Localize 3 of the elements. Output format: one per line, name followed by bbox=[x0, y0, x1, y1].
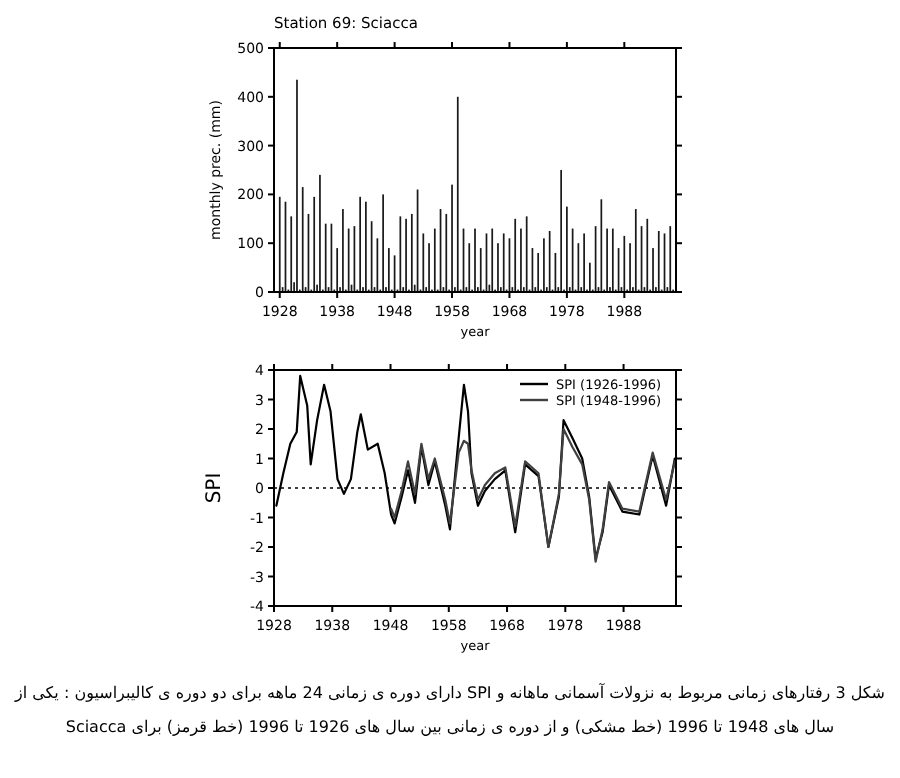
line-series bbox=[390, 427, 676, 563]
text: شکل 3 رفتارهای زمانی مربوط به نزولات آسمانی ماهانه و SPI دارای دوره ی زمانی 24 ماهه برای دو دوره ی کالیبراسیون : یکی از سال های 1948 تا 1996 (خط مشکی) و از دوره ی زمانی بین سال های 1926 تا 1996 (خط قرمز) برای Sciacca bbox=[12, 681, 888, 740]
y-axis-title: SPI bbox=[204, 472, 226, 504]
